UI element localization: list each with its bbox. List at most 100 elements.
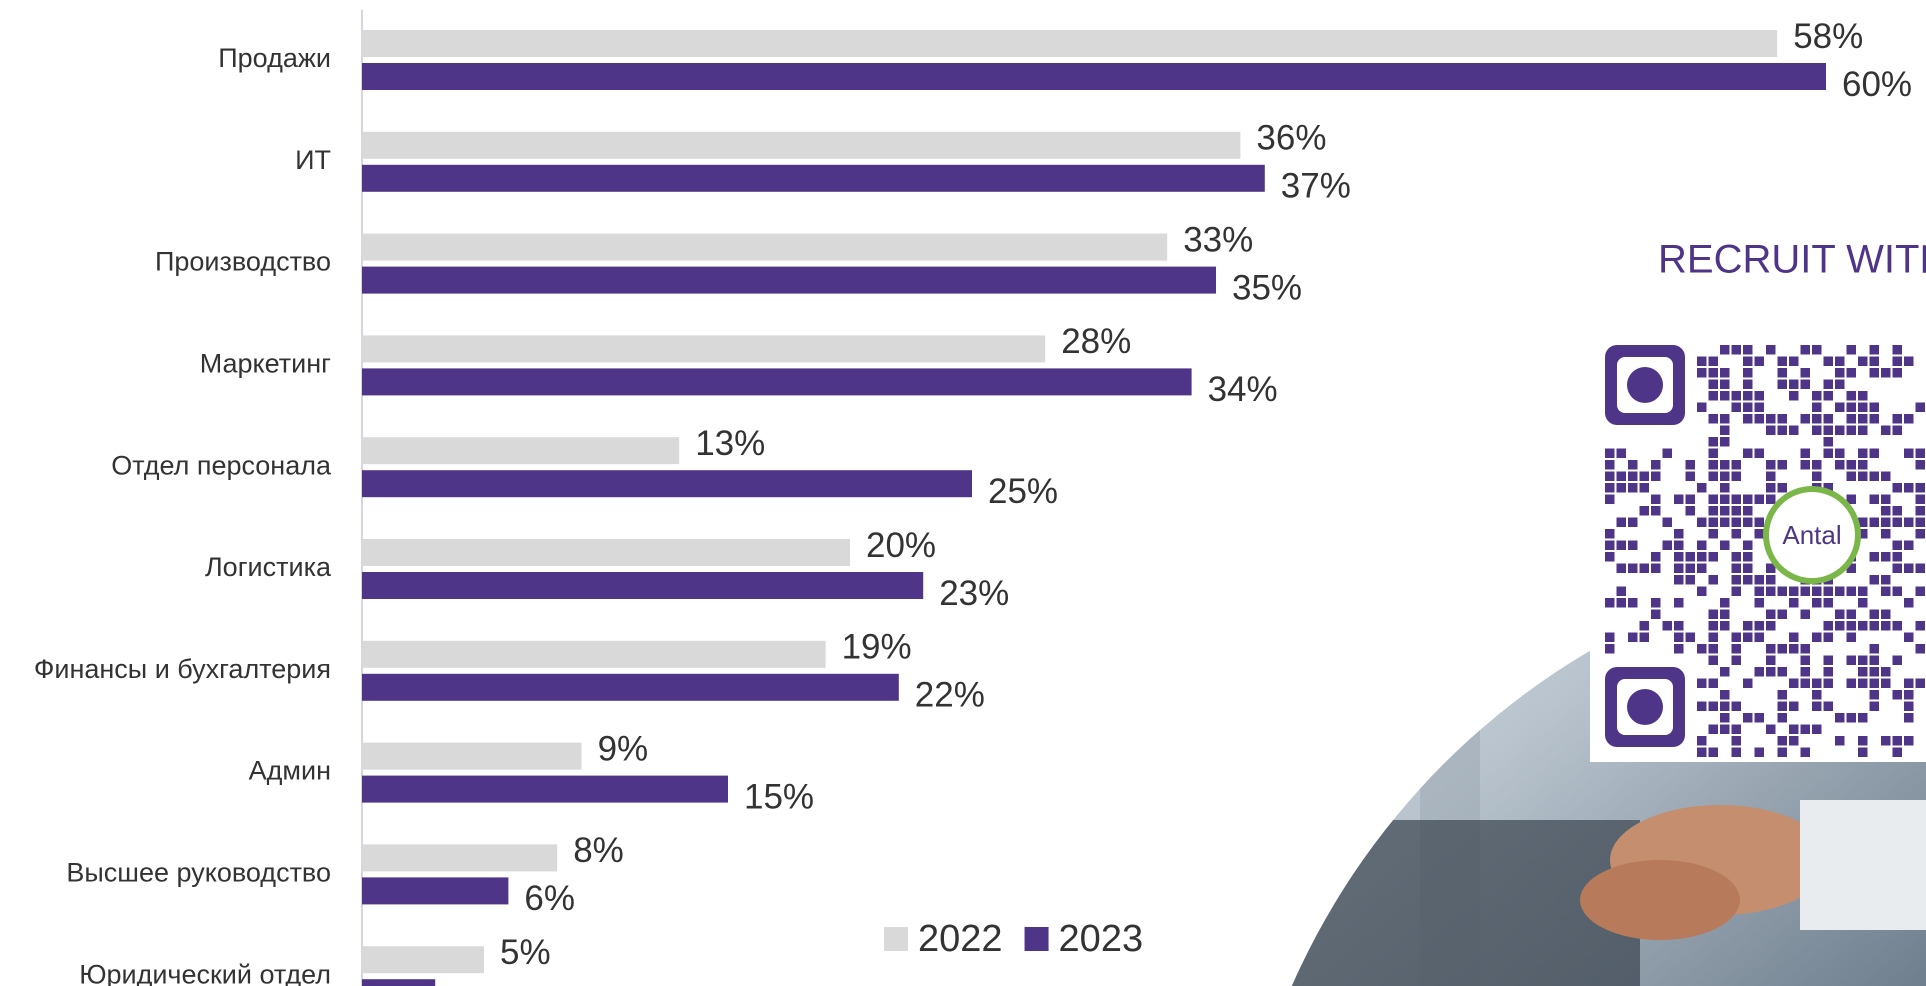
qr-cell	[1731, 460, 1741, 470]
qr-cell	[1766, 460, 1776, 470]
value-label: 25%	[988, 472, 1058, 511]
qr-cell	[1892, 483, 1902, 493]
qr-cell	[1720, 517, 1730, 527]
qr-cell	[1697, 644, 1707, 654]
legend-swatch	[884, 927, 908, 951]
value-label: 35%	[1232, 268, 1302, 307]
qr-cell	[1800, 678, 1810, 688]
qr-cell	[1858, 402, 1868, 412]
qr-cell	[1800, 667, 1810, 677]
bar	[362, 131, 1241, 159]
legend-swatch	[1024, 927, 1049, 951]
qr-cell	[1869, 701, 1879, 711]
qr-cell	[1616, 586, 1626, 596]
qr-cell	[1812, 345, 1822, 355]
qr-cell	[1789, 586, 1799, 596]
qr-cell	[1846, 713, 1856, 723]
qr-cell	[1892, 540, 1902, 550]
qr-cell	[1777, 667, 1787, 677]
qr-cell	[1858, 598, 1868, 608]
qr-cell	[1743, 552, 1753, 562]
qr-cell	[1858, 414, 1868, 424]
qr-cell	[1766, 724, 1776, 734]
qr-cell	[1720, 379, 1730, 389]
qr-cell	[1674, 621, 1684, 631]
value-label: 5%	[500, 933, 551, 972]
qr-cell	[1858, 655, 1868, 665]
qr-cell	[1789, 425, 1799, 435]
qr-cell	[1777, 483, 1787, 493]
qr-cell	[1720, 494, 1730, 504]
qr-cell	[1846, 345, 1856, 355]
qr-cell	[1904, 736, 1914, 746]
qr-cell	[1823, 667, 1833, 677]
qr-cell	[1697, 517, 1707, 527]
bar	[362, 640, 826, 668]
qr-cell	[1812, 678, 1822, 688]
qr-finder	[1627, 689, 1663, 725]
qr-cell	[1674, 644, 1684, 654]
qr-cell	[1892, 517, 1902, 527]
qr-cell	[1846, 402, 1856, 412]
qr-cell	[1743, 632, 1753, 642]
qr-cell	[1708, 494, 1718, 504]
qr-cell	[1823, 632, 1833, 642]
qr-cell	[1685, 575, 1695, 585]
qr-cell	[1616, 448, 1626, 458]
qr-cell	[1812, 598, 1822, 608]
qr-cell	[1697, 356, 1707, 366]
qr-cell	[1743, 402, 1753, 412]
qr-cell	[1904, 690, 1914, 700]
qr-cell	[1835, 425, 1845, 435]
qr-cell	[1869, 494, 1879, 504]
qr-cell	[1720, 540, 1730, 550]
qr-cell	[1697, 701, 1707, 711]
qr-cell	[1846, 655, 1856, 665]
qr-cell	[1812, 690, 1822, 700]
qr-cell	[1708, 460, 1718, 470]
qr-cell	[1651, 609, 1661, 619]
qr-cell	[1881, 609, 1891, 619]
qr-cell	[1858, 747, 1868, 757]
qr-cell	[1708, 506, 1718, 516]
qr-cell	[1731, 517, 1741, 527]
qr-cell	[1869, 471, 1879, 481]
qr-cell	[1616, 598, 1626, 608]
qr-cell	[1892, 690, 1902, 700]
qr-cell	[1835, 379, 1845, 389]
category-label: Финансы и бухгалтерия	[34, 654, 331, 684]
qr-cell	[1697, 552, 1707, 562]
qr-cell	[1662, 621, 1672, 631]
qr-cell	[1616, 540, 1626, 550]
bar	[362, 572, 924, 599]
qr-cell	[1743, 713, 1753, 723]
qr-cell	[1869, 356, 1879, 366]
qr-cell	[1708, 529, 1718, 539]
qr-cell	[1846, 586, 1856, 596]
qr-cell	[1697, 540, 1707, 550]
qr-cell	[1904, 540, 1914, 550]
qr-cell	[1892, 736, 1902, 746]
qr-cell	[1697, 586, 1707, 596]
qr-cell	[1731, 724, 1741, 734]
qr-cell	[1731, 701, 1741, 711]
qr-cell	[1674, 529, 1684, 539]
qr-cell	[1846, 368, 1856, 378]
qr-cell	[1789, 391, 1799, 401]
qr-cell	[1777, 736, 1787, 746]
qr-cell	[1835, 586, 1845, 596]
qr-cell	[1731, 402, 1741, 412]
qr-cell	[1823, 621, 1833, 631]
bar	[362, 742, 582, 770]
qr-cell	[1708, 678, 1718, 688]
qr-cell	[1766, 494, 1776, 504]
qr-cell	[1720, 414, 1730, 424]
legend-label: 2023	[1059, 918, 1144, 960]
qr-cell	[1812, 460, 1822, 470]
qr-cell	[1858, 471, 1868, 481]
qr-cell	[1881, 529, 1891, 539]
qr-cell	[1662, 540, 1672, 550]
qr-cell	[1812, 632, 1822, 642]
